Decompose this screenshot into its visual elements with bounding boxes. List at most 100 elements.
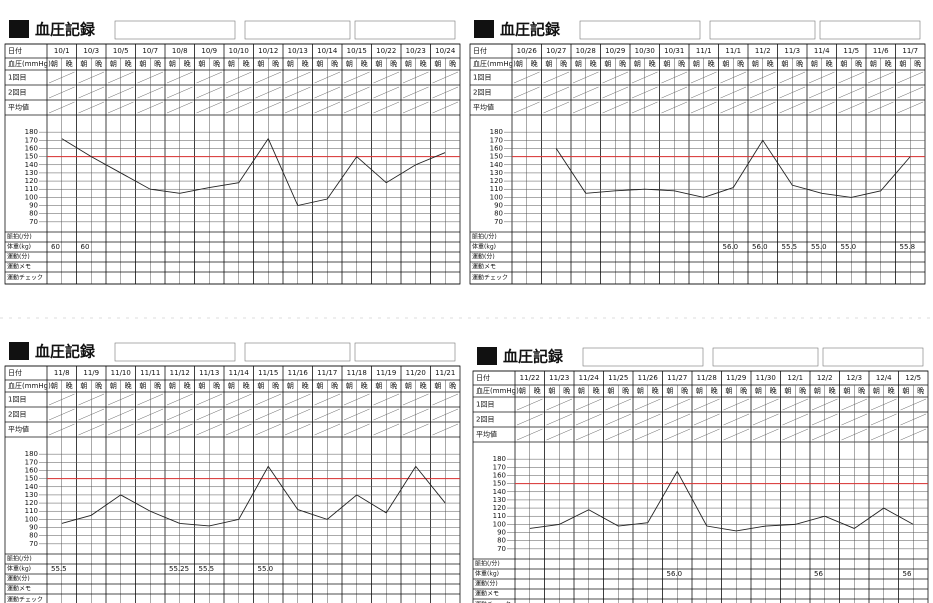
bottom-label: 運動メモ xyxy=(475,590,499,598)
bottom-label: 運動メモ xyxy=(472,263,496,271)
session-label: 朝 xyxy=(316,382,323,390)
session-label: 晩 xyxy=(737,59,744,68)
date: 12/2 xyxy=(817,374,833,382)
session-label: 朝 xyxy=(139,382,146,390)
session-label: 晩 xyxy=(829,386,836,395)
y-tick-label: 140 xyxy=(490,161,503,169)
y-tick-label: 160 xyxy=(25,466,38,474)
date: 11/17 xyxy=(317,369,337,377)
session-label: 晩 xyxy=(531,59,538,68)
session-label: 晩 xyxy=(243,381,250,390)
weight: 56.0 xyxy=(667,570,683,578)
row-label: 平均値 xyxy=(8,103,29,112)
row-label: 血圧(mmHg) xyxy=(476,386,519,395)
y-tick-label: 160 xyxy=(25,144,38,152)
row-label: 平均値 xyxy=(473,103,494,112)
session-label: 朝 xyxy=(575,60,582,68)
session-label: 晩 xyxy=(449,59,456,68)
date: 10/31 xyxy=(664,47,684,55)
session-label: 朝 xyxy=(814,387,821,395)
y-tick-label: 120 xyxy=(25,177,38,185)
row-label: 日付 xyxy=(473,46,487,55)
y-tick-label: 160 xyxy=(493,471,506,479)
session-label: 晩 xyxy=(622,386,629,395)
session-label: 朝 xyxy=(51,382,58,390)
y-tick-label: 120 xyxy=(493,504,506,512)
session-label: 晩 xyxy=(213,381,220,390)
y-tick-label: 100 xyxy=(490,193,503,201)
weight: 55.0 xyxy=(841,243,857,251)
date: 10/1 xyxy=(54,47,70,55)
date: 11/27 xyxy=(667,374,687,382)
session-label: 朝 xyxy=(811,60,818,68)
row-label: 1回目 xyxy=(8,396,26,404)
y-tick-label: 170 xyxy=(490,136,503,144)
date: 12/5 xyxy=(905,374,921,382)
session-label: 朝 xyxy=(198,382,205,390)
weight: 56.0 xyxy=(723,243,739,251)
session-label: 晩 xyxy=(796,59,803,68)
date: 10/5 xyxy=(113,47,129,55)
title-tab xyxy=(9,20,29,38)
sheet-title: 血圧記録 xyxy=(500,21,561,39)
date: 11/22 xyxy=(520,374,540,382)
y-tick-label: 80 xyxy=(29,210,38,218)
session-label: 晩 xyxy=(331,59,338,68)
y-tick-label: 90 xyxy=(497,529,506,537)
session-label: 朝 xyxy=(287,382,294,390)
session-label: 朝 xyxy=(548,387,555,395)
session-label: 晩 xyxy=(855,59,862,68)
session-label: 朝 xyxy=(139,60,146,68)
sheet-title: 血圧記録 xyxy=(35,21,96,39)
session-label: 晩 xyxy=(449,381,456,390)
bottom-label: 運動メモ xyxy=(7,585,31,593)
y-tick-label: 170 xyxy=(493,463,506,471)
y-tick-label: 120 xyxy=(25,499,38,507)
weight: 55.5 xyxy=(51,565,67,573)
page: 血圧記録日付血圧(mmHg)1回目2回目平均値10/1朝晩10/3朝晩10/5朝… xyxy=(0,0,933,603)
y-tick-label: 80 xyxy=(497,537,506,545)
date: 10/3 xyxy=(83,47,99,55)
session-label: 晩 xyxy=(858,386,865,395)
session-label: 晩 xyxy=(678,59,685,68)
y-tick-label: 180 xyxy=(490,128,503,136)
date: 11/14 xyxy=(229,369,250,377)
weight: 56.0 xyxy=(752,243,768,251)
date: 11/7 xyxy=(902,47,918,55)
date: 10/22 xyxy=(376,47,396,55)
date: 12/4 xyxy=(876,374,892,382)
session-label: 朝 xyxy=(693,60,700,68)
row-label: 1回目 xyxy=(8,74,26,82)
session-label: 朝 xyxy=(516,60,523,68)
weight: 55.0 xyxy=(258,565,274,573)
y-tick-label: 140 xyxy=(25,483,38,491)
session-label: 晩 xyxy=(272,59,279,68)
row-label: 日付 xyxy=(476,373,490,382)
date: 11/29 xyxy=(726,374,746,382)
session-label: 晩 xyxy=(420,381,427,390)
row-label: 血圧(mmHg) xyxy=(473,59,516,68)
date: 10/23 xyxy=(406,47,426,55)
y-tick-label: 110 xyxy=(493,512,506,520)
date: 11/3 xyxy=(784,47,800,55)
session-label: 朝 xyxy=(722,60,729,68)
y-tick-label: 80 xyxy=(494,210,503,218)
session-label: 朝 xyxy=(519,387,526,395)
session-label: 朝 xyxy=(725,387,732,395)
date: 10/27 xyxy=(546,47,566,55)
date: 11/1 xyxy=(696,47,712,55)
session-label: 晩 xyxy=(361,381,368,390)
bottom-label: 運動(分) xyxy=(7,253,30,261)
row-label: 2回目 xyxy=(8,411,26,419)
title-tab xyxy=(474,20,494,38)
session-label: 朝 xyxy=(287,60,294,68)
session-label: 晩 xyxy=(154,59,161,68)
bottom-label: 脈拍(/分) xyxy=(7,233,32,241)
date: 11/23 xyxy=(549,374,569,382)
date: 11/19 xyxy=(376,369,396,377)
session-label: 朝 xyxy=(545,60,552,68)
date: 11/9 xyxy=(83,369,99,377)
session-label: 晩 xyxy=(125,381,132,390)
session-label: 朝 xyxy=(169,60,176,68)
background xyxy=(0,0,933,603)
